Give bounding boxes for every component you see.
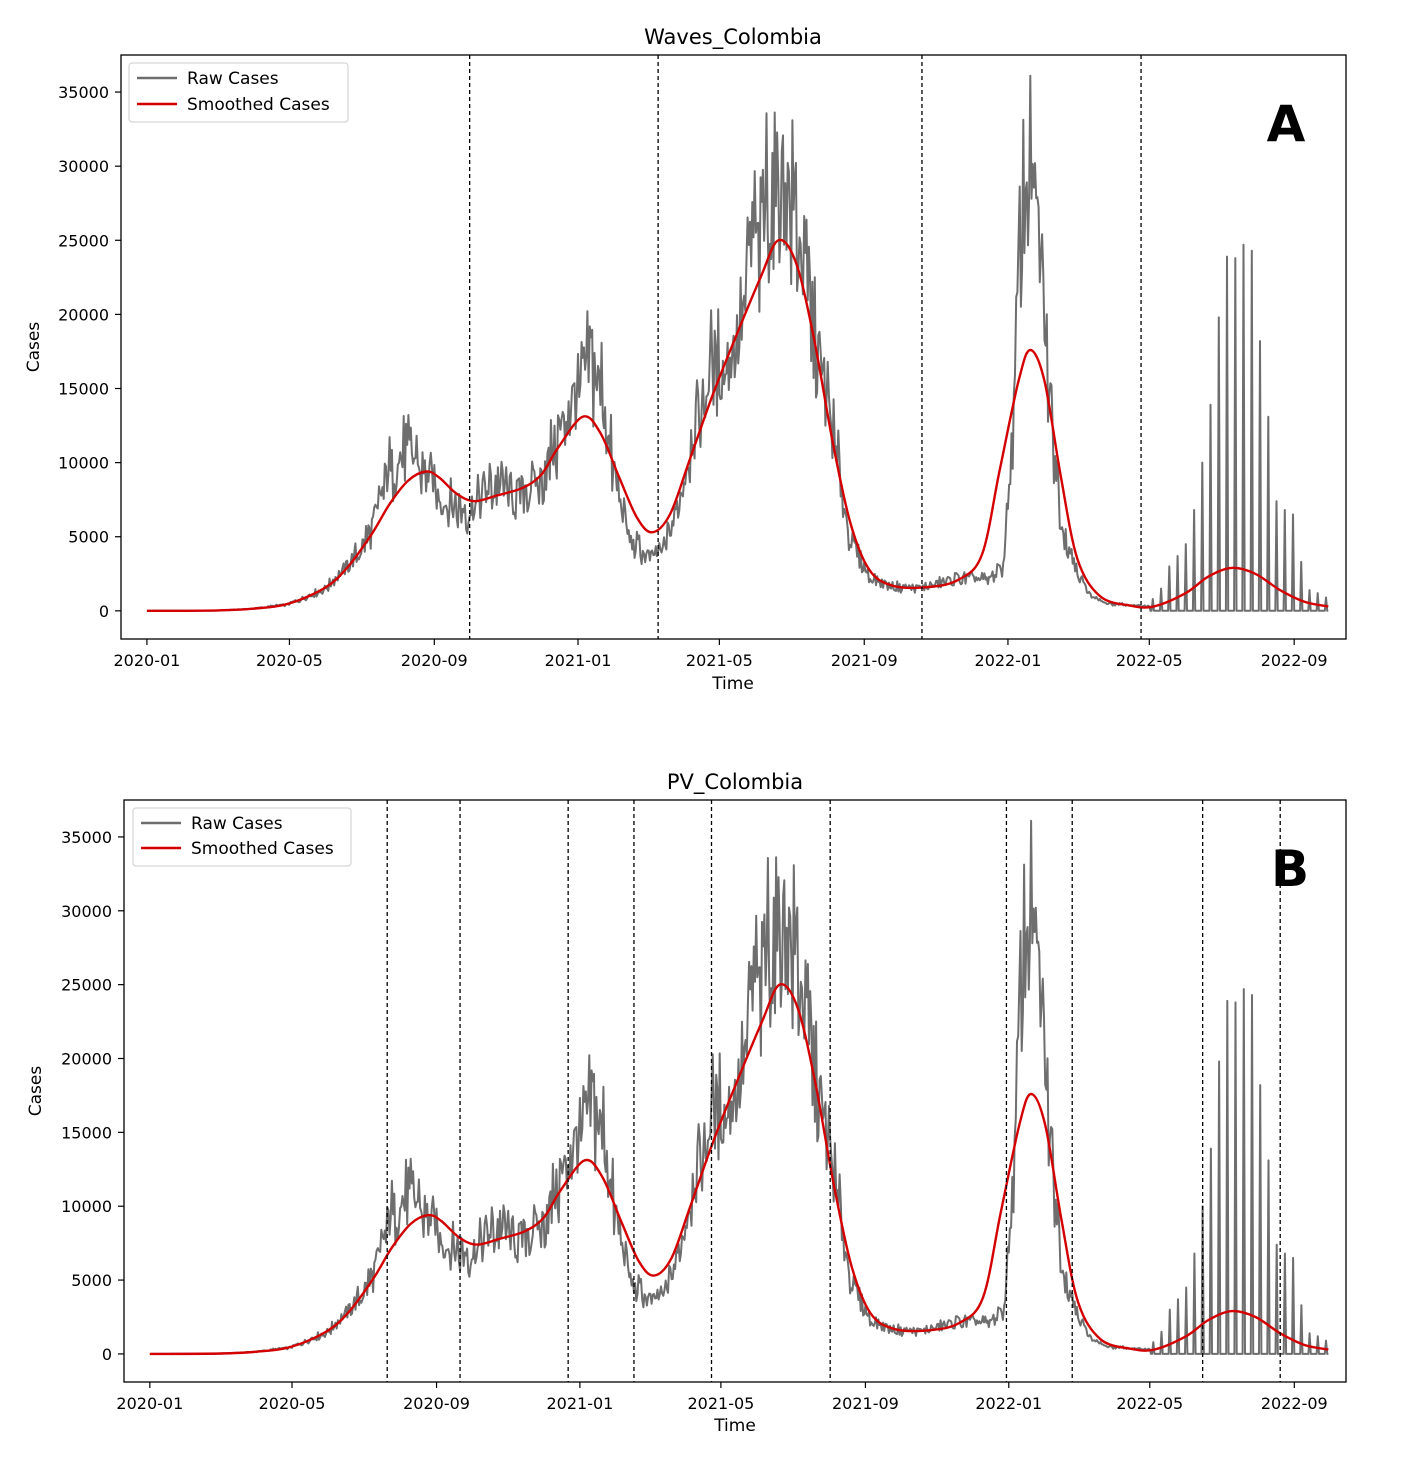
y-tick-label: 15000: [58, 380, 109, 399]
x-tick-label: 2021-01: [546, 1394, 613, 1413]
y-tick-label: 30000: [61, 902, 112, 921]
x-tick-label: 2021-01: [545, 651, 612, 670]
y-tick-label: 0: [102, 1345, 112, 1364]
chart-panel-b: PV_Colombia 2020-01 2020-05 2020-09 2021-01…: [26, 770, 1347, 1436]
y-tick-label: 20000: [61, 1050, 112, 1069]
panel-label: A: [1267, 95, 1306, 153]
y-axis-label: Cases: [26, 1066, 46, 1117]
x-tick-label: 2020-01: [116, 1394, 183, 1413]
y-tick-label: 15000: [61, 1123, 112, 1142]
x-tick-label: 2020-05: [259, 1394, 326, 1413]
chart-title: Waves_Colombia: [644, 25, 822, 50]
plot-area: 2020-01 2020-05 2020-09 2021-01 2021-05 2021-…: [58, 55, 1329, 670]
legend-smoothed-label: Smoothed Cases: [191, 839, 334, 859]
x-tick-label: 2021-09: [831, 651, 898, 670]
legend: Raw Cases Smoothed Cases: [132, 807, 352, 867]
y-tick-label: 25000: [58, 231, 109, 250]
x-axis-label: Time: [713, 1416, 756, 1436]
legend: Raw Cases Smoothed Cases: [128, 62, 349, 123]
y-tick-label: 10000: [58, 454, 109, 473]
axes-frame: [123, 799, 1347, 1383]
x-tick-label: 2020-05: [256, 651, 323, 670]
axes-frame: [120, 54, 1347, 640]
y-axis-label: Cases: [24, 322, 44, 373]
plot-area: 2020-01 2020-05 2020-09 2021-01 2021-05 2021-…: [61, 800, 1329, 1413]
panel-label: B: [1271, 840, 1309, 898]
x-tick-label: 2021-09: [832, 1394, 899, 1413]
y-tick-label: 25000: [61, 976, 112, 995]
chart-panel-a: Waves_Colombia 2020-01 2020-05 2020-09 2021…: [24, 25, 1347, 694]
x-tick-label: 2021-05: [686, 651, 753, 670]
x-tick-label: 2020-09: [403, 1394, 470, 1413]
y-tick-label: 0: [99, 602, 109, 621]
x-tick-label: 2021-05: [687, 1394, 754, 1413]
x-tick-label: 2022-05: [1116, 1394, 1183, 1413]
x-tick-label: 2020-01: [113, 651, 180, 670]
x-tick-label: 2020-09: [401, 651, 468, 670]
y-tick-label: 30000: [58, 157, 109, 176]
y-tick-label: 35000: [61, 828, 112, 847]
raw-cases-series: [146, 74, 1329, 612]
chart-title: PV_Colombia: [667, 770, 803, 795]
x-tick-label: 2022-09: [1261, 651, 1328, 670]
smoothed-cases-series: [149, 983, 1329, 1356]
y-tick-label: 5000: [71, 1271, 112, 1290]
x-tick-label: 2022-09: [1261, 1394, 1328, 1413]
y-tick-label: 35000: [58, 83, 109, 102]
legend-raw-label: Raw Cases: [191, 814, 283, 834]
y-tick-label: 10000: [61, 1197, 112, 1216]
x-axis-label: Time: [711, 674, 754, 694]
raw-cases-series: [149, 819, 1329, 1355]
smoothed-cases-series: [146, 238, 1329, 613]
x-tick-label: 2022-01: [975, 651, 1042, 670]
y-tick-label: 20000: [58, 305, 109, 324]
legend-raw-label: Raw Cases: [187, 69, 279, 89]
y-tick-label: 5000: [68, 528, 109, 547]
x-tick-label: 2022-05: [1116, 651, 1183, 670]
x-tick-label: 2022-01: [975, 1394, 1042, 1413]
legend-smoothed-label: Smoothed Cases: [187, 95, 330, 115]
